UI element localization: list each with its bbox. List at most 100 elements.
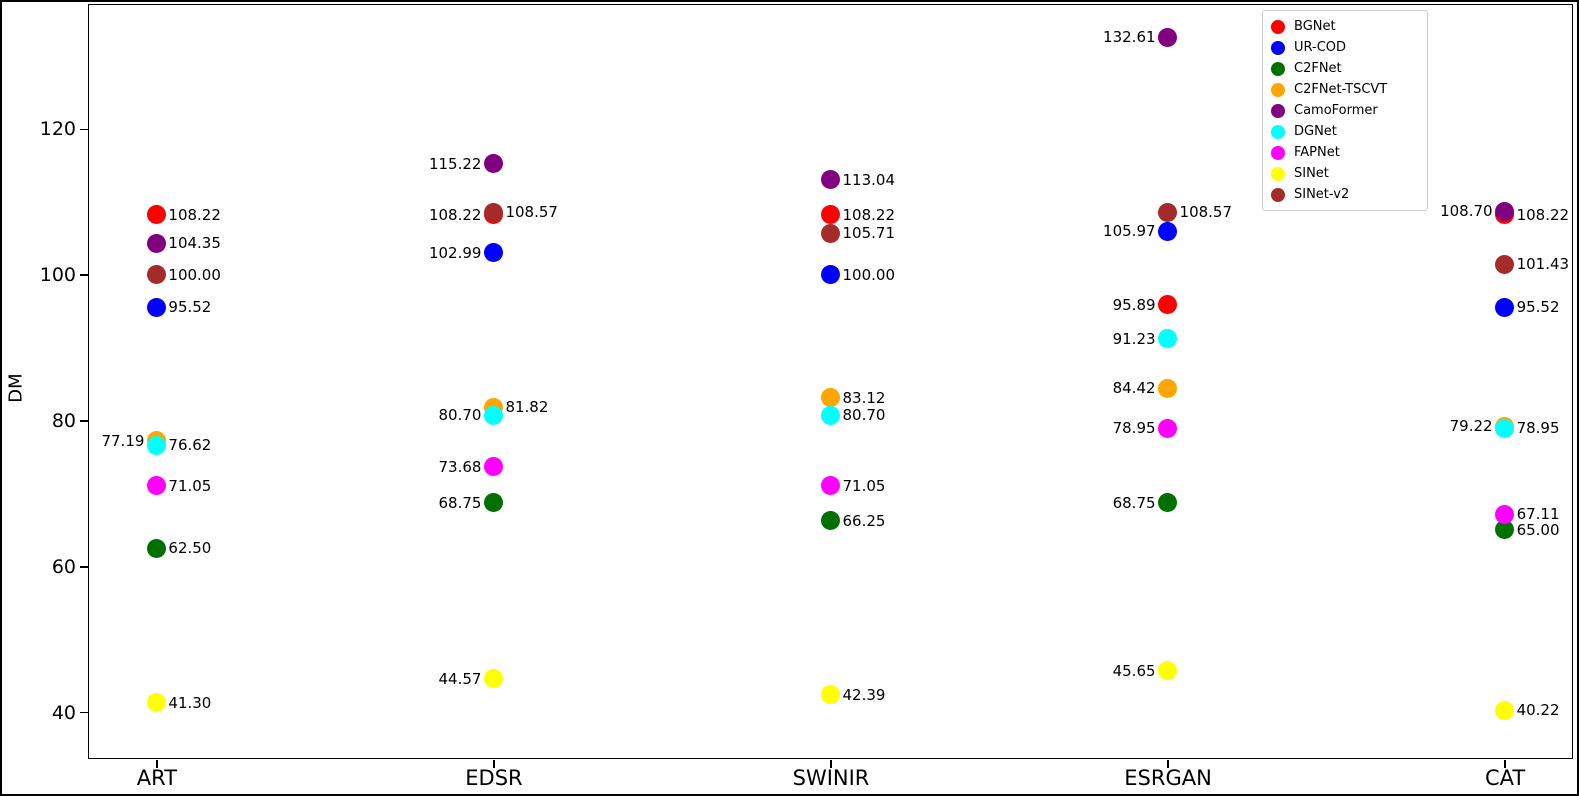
data-point-label: 79.22 bbox=[1449, 417, 1493, 436]
data-point-camoformer bbox=[146, 233, 166, 253]
data-point-label: 95.52 bbox=[168, 298, 212, 317]
data-point-sinet bbox=[483, 669, 503, 689]
data-point-label: 108.22 bbox=[842, 205, 896, 224]
data-point-label: 91.23 bbox=[1112, 329, 1156, 348]
legend-swatch bbox=[1271, 187, 1285, 202]
data-point-label: 71.05 bbox=[168, 476, 212, 495]
y-tick-mark bbox=[80, 566, 88, 568]
legend-item: FAPNet bbox=[1271, 142, 1419, 163]
data-point-label: 132.61 bbox=[1103, 28, 1156, 46]
legend-swatch bbox=[1271, 61, 1285, 76]
legend-item: C2FNet bbox=[1271, 58, 1419, 79]
y-tick-label: 120 bbox=[39, 118, 76, 141]
legend-label: C2FNet bbox=[1294, 61, 1342, 76]
data-point-label: 68.75 bbox=[1112, 493, 1156, 512]
data-point-label: 76.62 bbox=[168, 436, 212, 455]
data-point-label: 108.57 bbox=[505, 203, 558, 222]
data-point-fapnet bbox=[1495, 504, 1515, 524]
legend-swatch bbox=[1271, 40, 1285, 55]
data-point-label: 62.50 bbox=[168, 539, 212, 558]
x-tick-mark bbox=[1504, 760, 1506, 768]
data-point-label: 66.25 bbox=[842, 511, 886, 530]
data-point-ur-cod bbox=[1495, 297, 1515, 317]
x-tick-mark bbox=[156, 760, 158, 768]
data-point-sinet bbox=[1158, 661, 1178, 681]
y-tick-label: 60 bbox=[51, 555, 76, 578]
data-point-dgnet bbox=[1158, 329, 1178, 349]
data-point-label: 100.00 bbox=[842, 265, 896, 284]
data-point-label: 83.12 bbox=[842, 388, 886, 407]
legend-label: UR-COD bbox=[1294, 40, 1347, 55]
data-point-camoformer bbox=[1495, 201, 1515, 221]
x-tick-label: ESRGAN bbox=[1124, 766, 1212, 790]
data-point-fapnet bbox=[483, 457, 503, 477]
data-point-label: 65.00 bbox=[1516, 520, 1560, 539]
data-point-sinet bbox=[821, 685, 840, 705]
data-point-label: 95.89 bbox=[1112, 295, 1156, 314]
data-point-label: 108.22 bbox=[168, 205, 221, 224]
legend-item: SINet bbox=[1271, 163, 1419, 184]
data-point-label: 44.57 bbox=[438, 669, 482, 688]
data-point-dgnet bbox=[1495, 418, 1515, 438]
data-point-c2fnet bbox=[821, 511, 840, 531]
legend-item: C2FNet-TSCVT bbox=[1271, 79, 1419, 100]
x-tick-label: SWINIR bbox=[792, 766, 870, 790]
legend-item: DGNet bbox=[1271, 121, 1419, 142]
legend-swatch bbox=[1271, 19, 1285, 34]
data-point-label: 84.42 bbox=[1112, 379, 1156, 398]
data-point-fapnet bbox=[821, 476, 840, 496]
data-point-sinet bbox=[146, 693, 166, 713]
data-point-dgnet bbox=[821, 405, 840, 425]
legend-label: SINet bbox=[1294, 166, 1329, 181]
data-point-label: 42.39 bbox=[842, 685, 886, 704]
data-point-camoformer bbox=[1158, 27, 1178, 47]
data-point-sinet-v2 bbox=[1495, 254, 1515, 274]
data-point-label: 78.95 bbox=[1516, 419, 1560, 438]
x-tick-mark bbox=[493, 760, 495, 768]
data-point-label: 113.04 bbox=[842, 170, 896, 189]
data-point-camoformer bbox=[483, 154, 503, 174]
legend-label: C2FNet-TSCVT bbox=[1294, 82, 1388, 97]
y-tick-label: 40 bbox=[51, 701, 76, 724]
data-point-label: 105.71 bbox=[842, 224, 896, 243]
y-tick-mark bbox=[80, 711, 88, 714]
data-point-label: 108.57 bbox=[1179, 203, 1233, 222]
legend-item: CamoFormer bbox=[1271, 100, 1419, 121]
legend-item: BGNet bbox=[1271, 16, 1419, 37]
legend-item: SINet-v2 bbox=[1271, 184, 1419, 205]
data-point-label: 80.70 bbox=[438, 406, 482, 425]
data-point-label: 78.95 bbox=[1112, 419, 1156, 438]
legend-label: BGNet bbox=[1294, 19, 1336, 34]
x-tick-label: EDSR bbox=[465, 766, 523, 790]
data-point-label: 115.22 bbox=[428, 154, 482, 173]
data-point-label: 73.68 bbox=[438, 457, 482, 476]
legend-swatch bbox=[1271, 103, 1285, 118]
data-point-label: 104.35 bbox=[168, 234, 221, 252]
data-point-c2fnet bbox=[1158, 493, 1178, 512]
y-tick-mark bbox=[80, 420, 88, 422]
data-point-label: 45.65 bbox=[1112, 661, 1156, 680]
x-tick-mark bbox=[830, 760, 832, 768]
legend-label: CamoFormer bbox=[1294, 103, 1378, 118]
legend: BGNet UR-COD C2FNet C2FNet-TSCVT CamoFormer D… bbox=[1262, 10, 1428, 211]
legend-swatch bbox=[1271, 124, 1285, 139]
data-point-label: 77.19 bbox=[101, 431, 145, 450]
data-point-dgnet bbox=[146, 435, 166, 455]
data-point-ur-cod bbox=[821, 265, 840, 285]
x-tick-label: CAT bbox=[1484, 766, 1526, 790]
data-point-label: 101.43 bbox=[1516, 255, 1570, 274]
data-point-label: 80.70 bbox=[842, 406, 886, 425]
data-point-label: 81.82 bbox=[505, 398, 549, 417]
data-point-c2fnet bbox=[483, 493, 503, 512]
data-point-sinet-v2 bbox=[821, 223, 840, 243]
data-point-sinet bbox=[1495, 700, 1515, 720]
data-point-label: 67.11 bbox=[1516, 505, 1560, 524]
legend-item: UR-COD bbox=[1271, 37, 1419, 58]
data-point-label: 108.22 bbox=[1516, 205, 1570, 224]
data-point-c2fnet-tscvt bbox=[1158, 378, 1178, 398]
data-point-label: 41.30 bbox=[168, 693, 212, 712]
data-point-c2fnet bbox=[1495, 520, 1515, 540]
legend-swatch bbox=[1271, 166, 1285, 181]
legend-label: FAPNet bbox=[1294, 145, 1340, 160]
